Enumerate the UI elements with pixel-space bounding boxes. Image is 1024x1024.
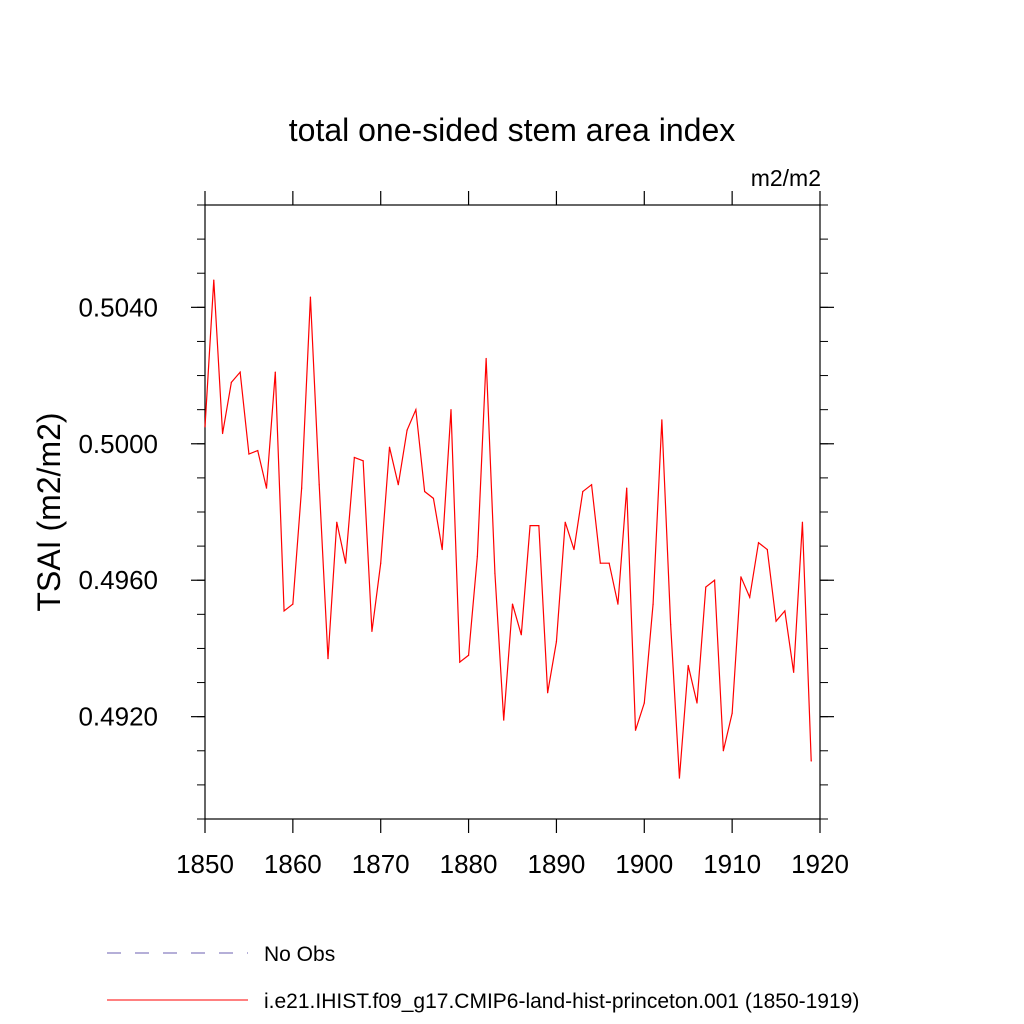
data-point	[555, 641, 558, 643]
data-point	[424, 490, 426, 493]
data-point	[520, 634, 522, 636]
axes: 1850 1860 1870 1880 1890 1900 1910 1920 0.4920 0.…	[78, 191, 849, 879]
x-tick-label: 1920	[791, 849, 849, 879]
units-label: m2/m2	[751, 165, 821, 191]
data-point	[670, 623, 672, 626]
data-point	[213, 279, 215, 281]
data-point	[274, 371, 276, 373]
data-point	[547, 692, 549, 694]
x-tick-label: 1900	[615, 849, 673, 879]
x-tick-label: 1860	[264, 849, 322, 879]
data-point	[494, 572, 496, 575]
data-point	[696, 702, 698, 704]
data-point	[705, 586, 707, 588]
plot-frame	[204, 204, 821, 820]
data-point	[722, 750, 724, 752]
data-point	[590, 484, 593, 486]
data-point	[617, 603, 619, 605]
data-point	[775, 620, 777, 622]
y-tick-label: 0.5000	[78, 429, 158, 459]
data-point	[582, 490, 584, 493]
y-tick-label: 0.4920	[78, 702, 158, 732]
data-point	[371, 630, 373, 632]
data-point	[564, 521, 566, 523]
data-point	[230, 381, 232, 383]
data-point	[573, 548, 575, 551]
data-point	[292, 603, 294, 605]
data-point	[749, 596, 751, 598]
data-point	[467, 654, 470, 656]
data-point	[538, 525, 540, 527]
data-point	[503, 719, 505, 721]
data-point	[459, 661, 461, 663]
data-point	[380, 562, 382, 564]
data-point	[740, 576, 742, 578]
data-point	[265, 487, 268, 489]
data-point	[309, 296, 312, 298]
data-point	[441, 548, 443, 551]
data-point	[204, 426, 206, 428]
data-point	[687, 664, 689, 667]
data-point	[257, 450, 259, 452]
chart-title: total one-sided stem area index	[289, 112, 735, 148]
data-point	[511, 603, 514, 605]
data-point	[661, 419, 663, 421]
data-point	[678, 777, 681, 779]
data-point	[318, 484, 320, 486]
data-point	[713, 579, 716, 581]
data-point	[643, 702, 645, 704]
x-tick-label: 1910	[703, 849, 761, 879]
data-point	[757, 542, 760, 544]
y-tick-label: 0.4960	[78, 565, 158, 595]
x-tick-label: 1880	[440, 849, 498, 879]
data-point	[634, 729, 637, 731]
data-point	[388, 446, 391, 448]
x-tick-label: 1890	[528, 849, 586, 879]
legend-label: i.e21.IHIST.f09_g17.CMIP6-land-hist-prin…	[264, 990, 859, 1013]
data-point	[248, 453, 250, 455]
y-axis-label: TSAI (m2/m2)	[31, 412, 67, 611]
data-point	[784, 610, 786, 612]
data-point	[485, 357, 487, 360]
y-tick-label: 0.5040	[78, 292, 158, 322]
data-point	[652, 603, 654, 605]
data-point	[344, 562, 347, 564]
legend-label: No Obs	[264, 943, 335, 966]
data-point	[766, 548, 768, 551]
data-point	[731, 712, 733, 714]
data-point	[221, 432, 224, 435]
data-point	[283, 610, 285, 612]
data-point	[432, 497, 435, 499]
data-point	[450, 409, 452, 411]
x-tick-label: 1850	[176, 849, 234, 879]
data-point	[336, 521, 338, 523]
data-point	[353, 456, 355, 459]
data-point	[801, 521, 804, 523]
data-point	[301, 487, 303, 489]
legend: No Obs i.e21.IHIST.f09_g17.CMIP6-land-his…	[107, 943, 859, 1013]
data-point	[810, 760, 812, 762]
data-point	[415, 409, 417, 411]
data-point	[626, 487, 628, 489]
data-point	[529, 525, 531, 527]
data-point	[397, 484, 399, 486]
data-point	[362, 460, 364, 462]
data-point	[476, 555, 478, 557]
data-point	[406, 429, 408, 431]
data-point	[327, 658, 329, 660]
data-point	[608, 562, 610, 564]
x-tick-label: 1870	[352, 849, 410, 879]
data-point	[239, 371, 241, 373]
plot-area	[204, 279, 812, 779]
data-point	[599, 562, 601, 564]
data-point	[793, 671, 795, 673]
series-line	[204, 280, 812, 779]
